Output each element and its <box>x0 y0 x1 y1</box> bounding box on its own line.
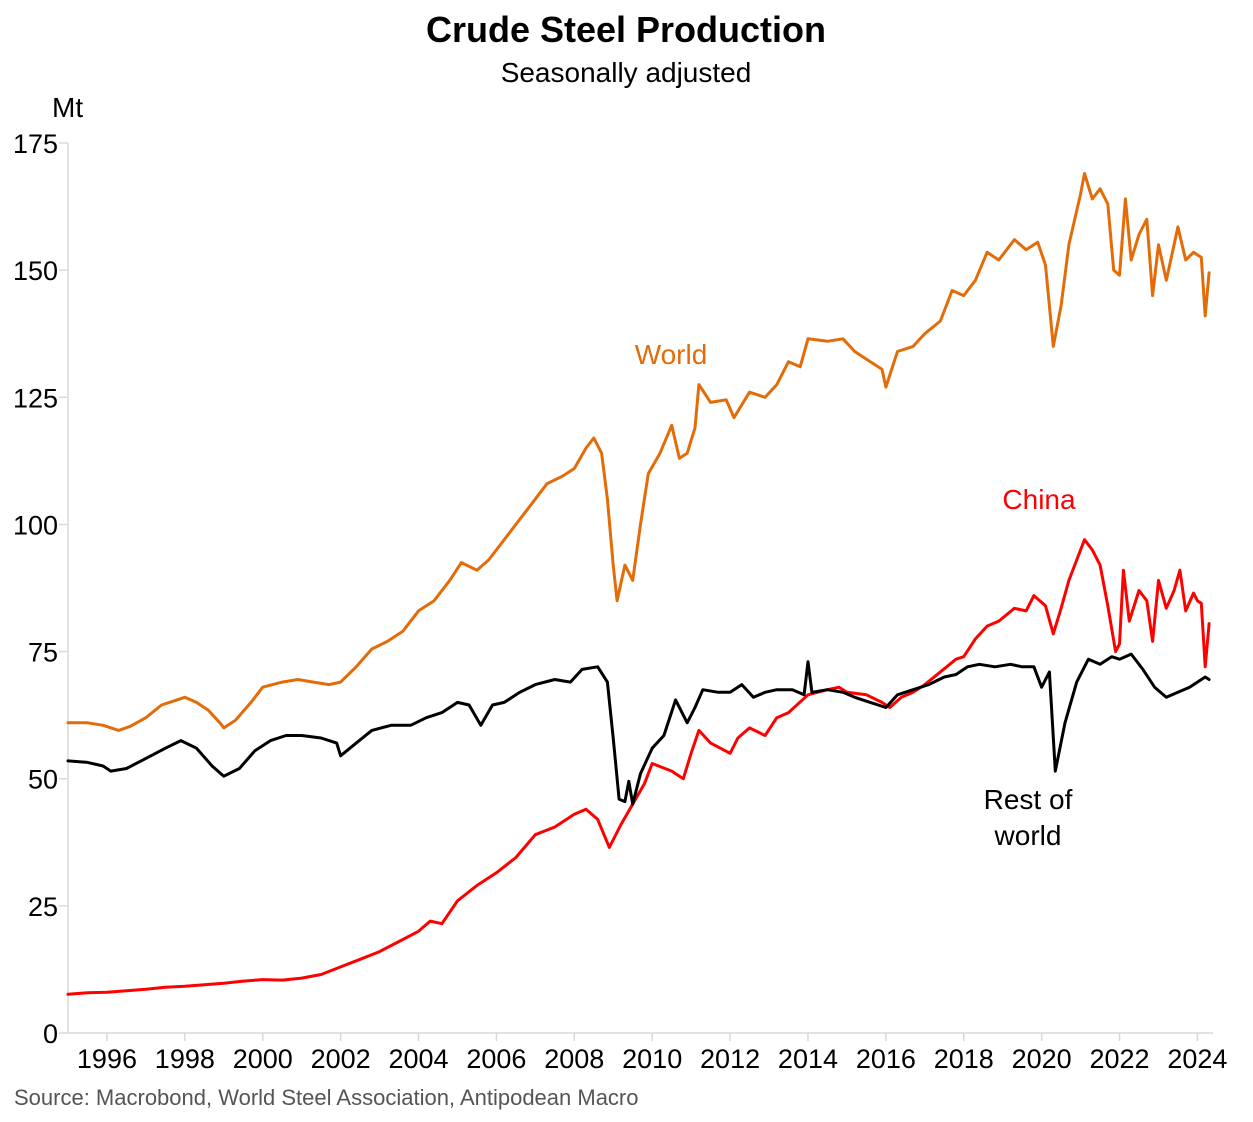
x-tick-label: 1996 <box>77 1044 137 1074</box>
x-tick-label: 1998 <box>155 1044 215 1074</box>
series-line-china <box>66 538 1211 996</box>
x-tick-label: 2000 <box>233 1044 293 1074</box>
y-tick-label: 125 <box>13 383 58 413</box>
series-lines <box>66 172 1211 996</box>
x-tick-label: 2010 <box>622 1044 682 1074</box>
x-tick-label: 2012 <box>700 1044 760 1074</box>
x-axis-ticks: 1996 1998 2000 2002 2004 2006 2008 2010 2012 2014… <box>77 1033 1227 1074</box>
x-tick-label: 2022 <box>1089 1044 1149 1074</box>
x-tick-label: 2016 <box>856 1044 916 1074</box>
source-note: Source: Macrobond, World Steel Associati… <box>14 1085 639 1110</box>
x-tick-label: 2002 <box>311 1044 371 1074</box>
series-label-line: Rest of <box>984 784 1073 815</box>
x-tick-label: 2006 <box>466 1044 526 1074</box>
x-tick-label: 2024 <box>1167 1044 1227 1074</box>
series-label-rest-of-world: Rest of world <box>984 784 1073 851</box>
chart-title: Crude Steel Production <box>426 9 826 50</box>
x-tick-label: 2020 <box>1012 1044 1072 1074</box>
chart-subtitle: Seasonally adjusted <box>501 57 752 88</box>
series-label-world: World <box>635 339 708 370</box>
y-axis-ticks: 0 25 50 75 100 125 150 175 <box>13 129 68 1049</box>
y-tick-label: 175 <box>13 129 58 159</box>
series-line-world <box>66 172 1211 732</box>
series-label-china: China <box>1002 484 1076 515</box>
x-tick-label: 2018 <box>934 1044 994 1074</box>
x-tick-label: 2014 <box>778 1044 838 1074</box>
y-tick-label: 150 <box>13 256 58 286</box>
series-label-line: world <box>994 820 1062 851</box>
x-tick-label: 2008 <box>544 1044 604 1074</box>
y-tick-label: 100 <box>13 510 58 540</box>
y-tick-label: 75 <box>28 638 58 668</box>
y-tick-label: 25 <box>28 892 58 922</box>
y-tick-label: 0 <box>43 1019 58 1049</box>
y-axis-unit-label: Mt <box>52 92 83 123</box>
x-tick-label: 2004 <box>388 1044 448 1074</box>
y-tick-label: 50 <box>28 765 58 795</box>
axes <box>67 143 1213 1034</box>
series-line-rest-of-world <box>66 652 1211 806</box>
